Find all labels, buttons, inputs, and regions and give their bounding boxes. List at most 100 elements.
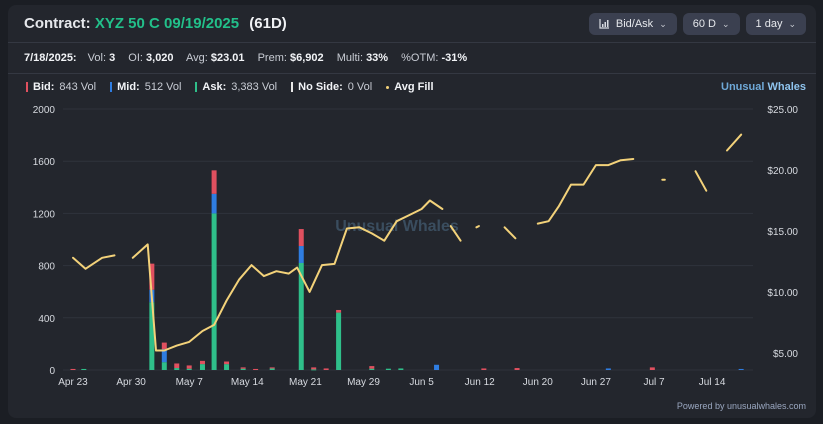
x-axis-ticks: Apr 23 Apr 30 May 7 May 14 May 21 May 29 Jun 5… [58,377,726,388]
vol-value: 3 [109,52,116,64]
left-axis-tick-label: 800 [38,262,55,273]
bar-chart-icon [599,19,609,29]
volume-bar-ask [149,302,155,370]
legend-bid-label: Bid: [33,81,55,93]
otm-label: %OTM: [401,52,439,64]
right-axis-tick-label: $15.00 [767,227,798,238]
avgfill-swatch [386,85,390,89]
x-axis-tick-label: May 7 [176,377,204,388]
avg-fill-line-segment [449,225,462,242]
volume-bar-bid [311,367,317,370]
volume-bar-bid [240,367,246,369]
right-axis-tick-label: $25.00 [767,105,798,116]
avg-fill-line-segment [536,158,635,225]
volume-bar-mid [161,349,167,363]
volume-bar-bid [649,367,655,370]
volume-bar-ask [298,262,304,370]
interval-dropdown[interactable]: 1 day ⌄ [745,13,806,35]
legend-ask-label: Ask: [202,81,227,93]
contract-stats: 7/18/2025: Vol: 3 OI: 3,020 Avg: $23.01 … [24,52,477,64]
left-axis-tick-label: 400 [38,314,55,325]
x-axis-tick-label: Jun 27 [581,377,611,388]
avg-value: $23.01 [210,52,245,64]
x-axis-tick-label: May 21 [289,377,322,388]
legend-mid[interactable]: Mid: 512 Vol [110,81,181,93]
volume-bar-ask [398,368,404,370]
prem-value: $6,902 [290,52,324,64]
volume-bar-bid [481,368,487,370]
options-chart-card: Contract: XYZ 50 C 09/19/2025 (61D) Bid/… [8,5,816,418]
legend-avgfill[interactable]: Avg Fill [386,81,434,93]
volume-bars [70,170,744,371]
stats-date: 7/18/2025: [24,52,77,64]
chart-legend: Bid: 843 Vol Mid: 512 Vol Ask: 3,383 Vol… [26,81,434,93]
powered-by[interactable]: Powered by unusualwhales.com [676,401,806,411]
avg-fill-line-segment [72,254,116,270]
range-dropdown[interactable]: 60 D ⌄ [682,13,740,35]
contract-symbol: XYZ 50 C 09/19/2025 [94,15,240,32]
volume-bar-bid [336,309,342,313]
x-axis-tick-label: Jun 20 [523,377,553,388]
volume-bar-mid [298,246,304,263]
vol-label: Vol: [87,52,107,64]
volume-bar-mid [605,368,611,370]
side-dropdown[interactable]: Bid/Ask ⌄ [588,13,677,35]
volume-bar-ask [186,368,192,370]
chevron-down-icon: ⌄ [659,18,667,29]
days-to-expiry: (61D) [249,15,287,32]
avg-fill-line-segment [694,170,708,192]
volume-bar-ask [211,213,217,370]
x-axis-tick-label: May 14 [231,377,264,388]
volume-bar-bid [174,363,180,369]
legend-noside[interactable]: No Side: 0 Vol [291,81,372,93]
x-axis-tick-label: Jun 12 [465,377,495,388]
volume-bar-bid [224,361,230,365]
x-axis-tick-label: Jul 7 [643,377,665,388]
volume-bar-ask [240,368,246,370]
volume-bar-bid [298,229,304,247]
legend-mid-label: Mid: [117,81,140,93]
avg-fill-line-segment [131,199,444,352]
volume-bar-ask [224,364,230,370]
card-header: Contract: XYZ 50 C 09/19/2025 (61D) Bid/… [8,5,816,43]
volume-bar-ask [385,368,391,370]
avg-fill-line [72,133,743,352]
right-axis-ticks: $5.00 $10.00 $15.00 $20.00 $25.00 [767,105,798,360]
gridlines [63,108,753,371]
legend-ask[interactable]: Ask: 3,383 Vol [195,81,277,93]
brand-part-a: Unusual [721,81,765,93]
volume-bar-bid [323,368,329,370]
volume-bar-bid [269,367,275,369]
range-dropdown-label: 60 D [692,18,716,30]
volume-bar-ask [336,312,342,370]
legend-ask-value: 3,383 Vol [231,81,278,93]
left-axis-ticks: 0 400 800 1200 1600 2000 [33,105,56,377]
volume-bar-ask [369,368,375,370]
avg-fill-line-segment [726,133,743,152]
volume-bar-ask [269,368,275,370]
otm-value: -31% [441,52,468,64]
brand-logo-text[interactable]: Unusual Whales [721,81,806,93]
left-axis-tick-label: 2000 [33,105,56,116]
oi-value: 3,020 [146,52,174,64]
prem-label: Prem: [257,52,287,64]
legend-avgfill-label: Avg Fill [394,81,434,93]
multi-value: 33% [366,52,389,64]
avg-fill-line-segment [503,226,517,240]
chevron-down-icon: ⌄ [721,18,730,29]
multi-label: Multi: [336,52,363,64]
interval-dropdown-label: 1 day [755,18,783,30]
oi-label: OI: [128,52,143,64]
brand-part-b: Whales [767,81,806,93]
volume-bar-ask [311,369,317,371]
legend-bid[interactable]: Bid: 843 Vol [26,81,96,93]
legend-noside-label: No Side: [298,81,343,93]
left-axis-tick-label: 1200 [33,209,56,220]
volume-bar-ask [161,362,167,370]
volume-bar-mid [738,368,744,370]
x-axis-tick-label: Jul 14 [699,377,726,388]
chart-controls: Bid/Ask ⌄ 60 D ⌄ 1 day ⌄ [588,13,806,35]
legend-noside-value: 0 Vol [347,81,373,93]
x-axis-tick-label: May 29 [347,377,380,388]
